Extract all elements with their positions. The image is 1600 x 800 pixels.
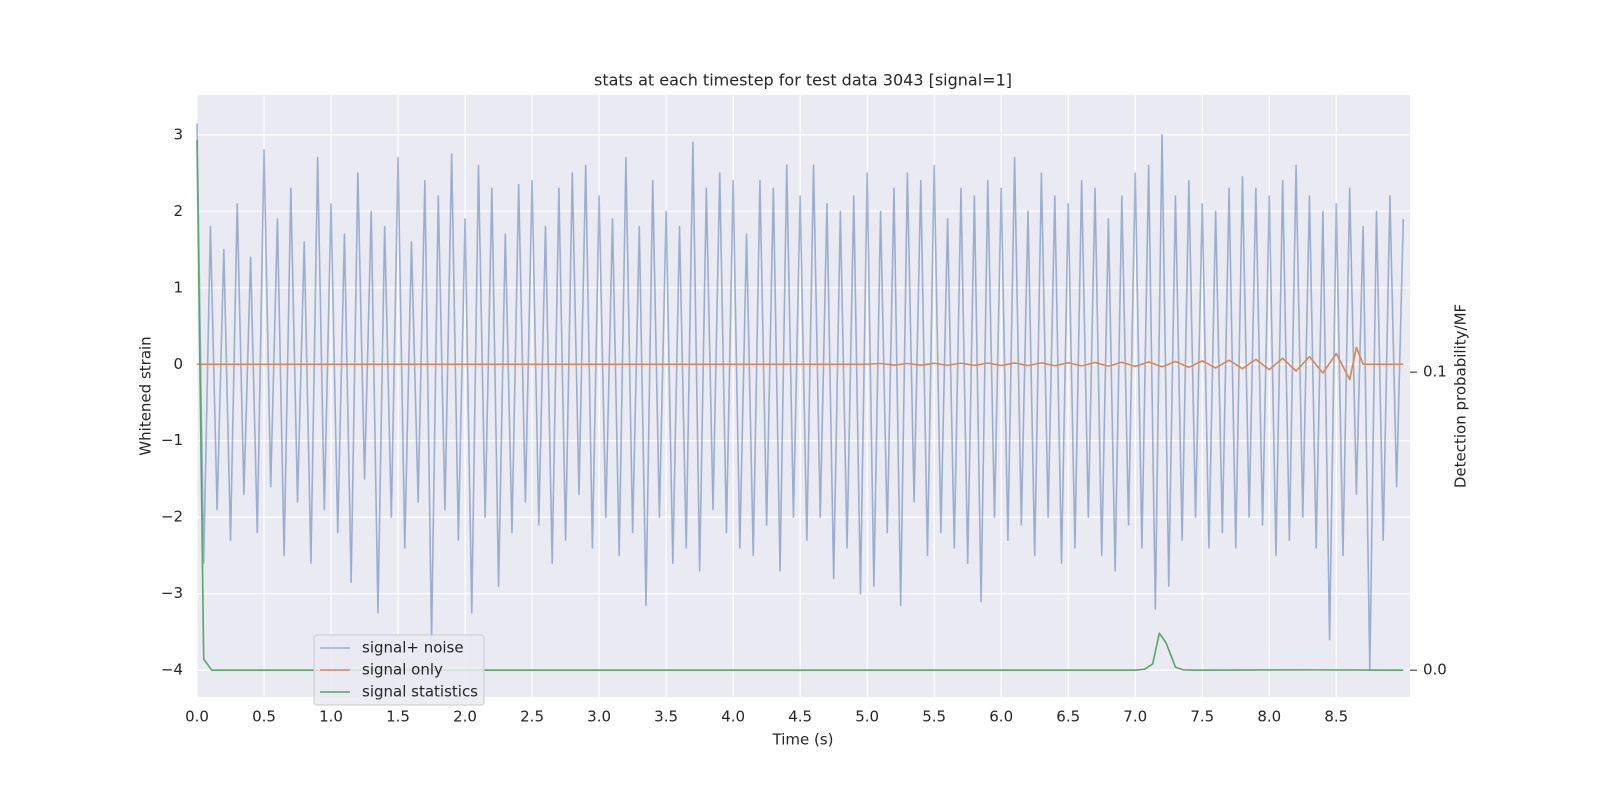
x-tick-label: 8.0	[1257, 708, 1281, 726]
x-tick-label: 4.0	[721, 708, 745, 726]
x-tick-label: 5.0	[855, 708, 879, 726]
x-tick-label: 6.0	[989, 708, 1013, 726]
x-tick-label: 1.5	[386, 708, 410, 726]
series-line	[196, 123, 1405, 672]
chart-title: stats at each timestep for test data 304…	[594, 71, 1012, 90]
x-tick-label: 7.5	[1190, 708, 1214, 726]
y-tick-label: −2	[161, 508, 183, 526]
legend-label: signal only	[362, 661, 443, 679]
y-tick-label: 3	[173, 125, 183, 143]
y-tick-label: 0	[173, 355, 183, 373]
x-tick-label: 2.5	[520, 708, 544, 726]
x-tick-label: 0.5	[252, 708, 276, 726]
y-tick-label: −1	[161, 431, 183, 449]
legend-label: signal statistics	[362, 683, 478, 701]
y-axis-label: Whitened strain	[137, 336, 155, 455]
series-line	[197, 346, 1404, 381]
x-tick-label: 3.5	[654, 708, 678, 726]
y-tick-label: −4	[161, 661, 183, 679]
x-tick-label: 0.0	[185, 708, 209, 726]
x-tick-label: 5.5	[922, 708, 946, 726]
y-tick-label: −3	[161, 584, 183, 602]
x-tick-label: 4.5	[788, 708, 812, 726]
x-axis-label: Time (s)	[772, 731, 834, 749]
y-tick-label: 2	[173, 202, 183, 220]
x-tick-label: 3.0	[587, 708, 611, 726]
y2-tick-label: 0.0	[1423, 661, 1447, 679]
y-tick-label: 1	[173, 278, 183, 296]
y2-tick-label: 0.1	[1423, 363, 1447, 381]
legend-label: signal+ noise	[362, 639, 464, 657]
labels: stats at each timestep for test data 304…	[137, 71, 1470, 749]
x-tick-label: 8.5	[1324, 708, 1348, 726]
x-tick-label: 7.0	[1123, 708, 1147, 726]
legend: signal+ noise signal only signal statistic…	[313, 634, 485, 706]
x-tick-label: 6.5	[1056, 708, 1080, 726]
legend-box	[313, 634, 485, 706]
x-tick-label: 1.0	[319, 708, 343, 726]
y2-axis-label: Detection probability/MF	[1452, 304, 1470, 488]
x-tick-label: 2.0	[453, 708, 477, 726]
